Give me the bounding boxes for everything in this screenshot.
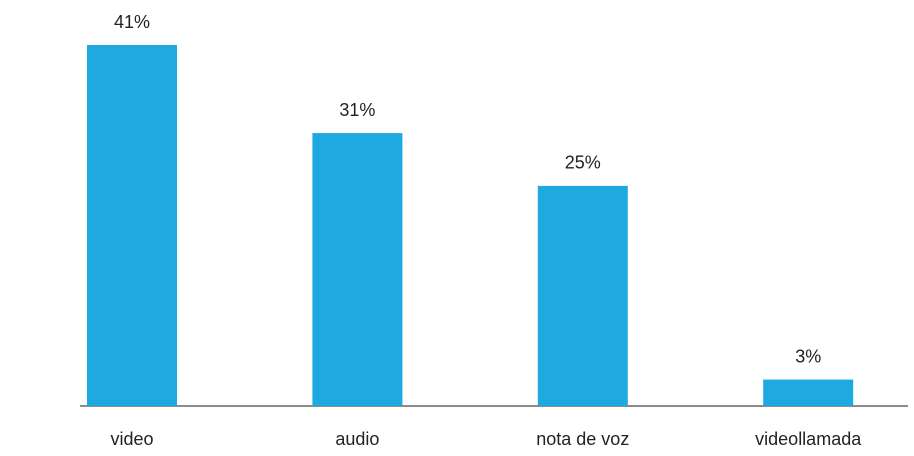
- x-tick-label: video: [110, 429, 153, 449]
- bar: [312, 133, 403, 407]
- x-tick-label: nota de voz: [536, 429, 629, 449]
- data-label: 3%: [795, 346, 821, 366]
- bar: [87, 45, 177, 406]
- x-tick-label: audio: [335, 429, 379, 449]
- data-label: 41%: [114, 12, 150, 32]
- data-label: 31%: [339, 100, 375, 120]
- x-tick-label: videollamada: [755, 429, 862, 449]
- bar: [537, 185, 628, 406]
- bar: [763, 379, 854, 406]
- data-label: 25%: [565, 153, 601, 173]
